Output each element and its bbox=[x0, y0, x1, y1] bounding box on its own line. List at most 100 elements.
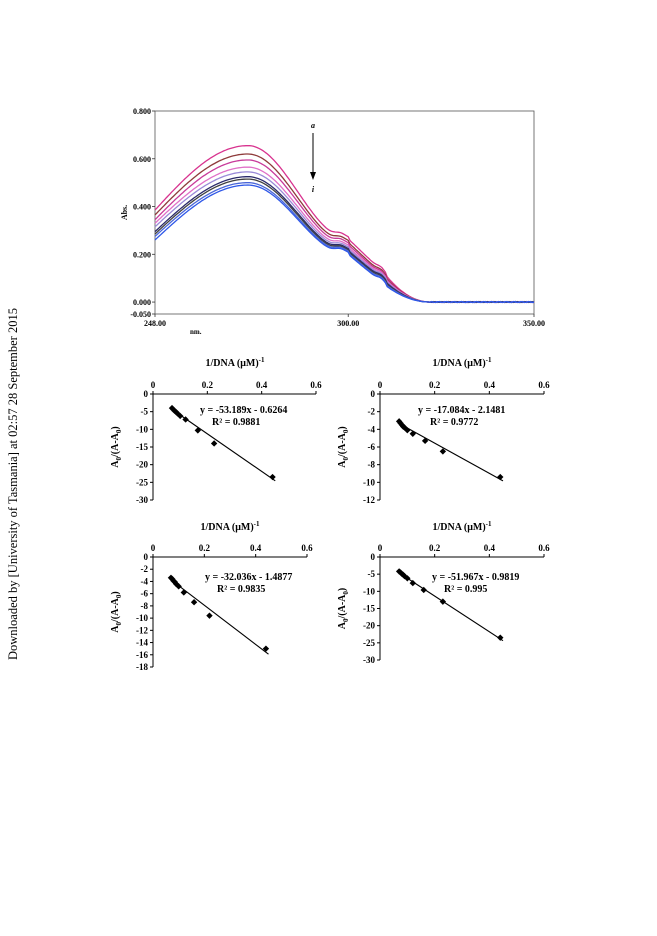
x-tick-label: 0.2 bbox=[202, 380, 214, 390]
data-point bbox=[262, 645, 270, 652]
annotation-a: a bbox=[311, 121, 315, 130]
x-tick-label: 0 bbox=[378, 543, 383, 553]
fit-r-squared: R² = 0.995 bbox=[444, 584, 487, 595]
data-point bbox=[194, 427, 202, 434]
y-tick-label: -8 bbox=[368, 460, 376, 470]
x-tick-label: 0.6 bbox=[538, 380, 550, 390]
y-tick-label: -10 bbox=[136, 613, 148, 623]
y-tick-label: -25 bbox=[136, 477, 148, 487]
y-tick-label: -25 bbox=[363, 638, 375, 648]
y-tick-label: -5 bbox=[368, 569, 376, 579]
x-axis-label: 1/DNA (μM)-1 bbox=[200, 520, 260, 533]
x-axis-label: nm. bbox=[190, 328, 202, 336]
x-tick-label: 0 bbox=[151, 543, 156, 553]
x-tick-label: 0.2 bbox=[429, 543, 441, 553]
y-axis-label: A0/(A-A0) bbox=[337, 588, 350, 629]
y-tick-label: -30 bbox=[363, 655, 375, 665]
y-axis-label: Abs. bbox=[120, 205, 129, 220]
spectrum-line-9 bbox=[154, 184, 535, 304]
x-axis-label: 1/DNA (μM)-1 bbox=[432, 520, 492, 533]
data-point bbox=[190, 599, 198, 606]
trend-line bbox=[170, 579, 269, 655]
x-tick-label: 248.00 bbox=[144, 319, 166, 328]
data-point bbox=[182, 416, 189, 423]
data-point bbox=[404, 427, 411, 434]
y-tick-label: -20 bbox=[363, 621, 375, 631]
y-tick-label: -2 bbox=[368, 407, 376, 417]
fit-equation: y = -53.189x - 0.6264 bbox=[200, 405, 287, 416]
data-point bbox=[206, 612, 213, 619]
fit-r-squared: R² = 0.9835 bbox=[217, 584, 265, 595]
y-tick-label: -16 bbox=[136, 650, 148, 660]
y-tick-label: -5 bbox=[141, 407, 149, 417]
x-tick-label: 300.00 bbox=[337, 319, 359, 328]
y-tick-label: -12 bbox=[363, 495, 375, 505]
fit-r-squared: R² = 0.9772 bbox=[430, 417, 478, 428]
x-axis-label: 1/DNA (μM)-1 bbox=[205, 356, 265, 369]
annotation-i: i bbox=[312, 185, 315, 194]
y-tick-label: -15 bbox=[136, 442, 148, 452]
y-tick-label: -12 bbox=[136, 625, 148, 635]
y-tick-label: -6 bbox=[368, 442, 376, 452]
trend-line bbox=[398, 572, 504, 642]
data-point bbox=[404, 575, 411, 582]
fit-equation: y = -51.967x - 0.9819 bbox=[432, 572, 519, 583]
y-tick-label: 0 bbox=[371, 552, 376, 562]
y-tick-label: -18 bbox=[136, 662, 148, 672]
data-point bbox=[421, 437, 429, 445]
y-axis-label: A0/(A-A0) bbox=[110, 426, 123, 467]
x-tick-label: 0.6 bbox=[301, 543, 313, 553]
y-tick-label: -20 bbox=[136, 460, 148, 470]
y-tick-label: -10 bbox=[363, 586, 375, 596]
x-tick-label: 0.6 bbox=[538, 543, 550, 553]
y-tick-label: -10 bbox=[363, 477, 375, 487]
data-point bbox=[439, 448, 447, 455]
data-point bbox=[180, 589, 187, 596]
plot-frame bbox=[154, 110, 535, 315]
arrow-head bbox=[310, 172, 316, 180]
y-tick-label: 0.200 bbox=[133, 250, 151, 259]
trend-line bbox=[171, 408, 276, 482]
trend-line bbox=[398, 423, 504, 482]
x-tick-label: 0.4 bbox=[484, 543, 496, 553]
y-tick-label: 0 bbox=[144, 389, 149, 399]
data-point bbox=[497, 634, 504, 641]
y-tick-label: 0.400 bbox=[133, 203, 151, 212]
x-tick-label: 0 bbox=[151, 380, 156, 390]
data-point bbox=[439, 598, 447, 605]
y-tick-label: -4 bbox=[368, 424, 376, 434]
x-tick-label: 0.2 bbox=[429, 380, 441, 390]
y-tick-label: 0.800 bbox=[133, 107, 151, 116]
data-point bbox=[210, 440, 218, 447]
y-tick-label: -8 bbox=[141, 601, 149, 611]
y-tick-label: -30 bbox=[136, 495, 148, 505]
x-tick-label: 0.2 bbox=[199, 543, 211, 553]
data-point bbox=[176, 412, 184, 420]
y-axis-label: A0/(A-A0) bbox=[110, 591, 123, 632]
y-tick-label: -15 bbox=[363, 604, 375, 614]
y-tick-label: -10 bbox=[136, 424, 148, 434]
y-tick-label: -2 bbox=[141, 564, 149, 574]
x-tick-label: 0 bbox=[378, 380, 383, 390]
y-tick-label: 0 bbox=[144, 552, 149, 562]
y-tick-label: 0 bbox=[371, 389, 376, 399]
data-point bbox=[175, 583, 182, 590]
data-point bbox=[409, 430, 416, 437]
data-point bbox=[409, 579, 416, 587]
y-tick-label: 0.000 bbox=[133, 298, 151, 307]
fit-equation: y = -17.084x - 2.1481 bbox=[418, 405, 505, 416]
y-tick-label: -0.050 bbox=[130, 310, 151, 319]
x-tick-label: 0.4 bbox=[484, 380, 496, 390]
uv-spectrum-chart: -0.050 0.000 0.200 0.400 0.600 0.800 248.00 300… bbox=[120, 107, 545, 336]
data-point bbox=[497, 473, 504, 481]
x-axis-label: 1/DNA (μM)-1 bbox=[432, 356, 492, 369]
y-tick-label: -14 bbox=[136, 638, 148, 648]
x-tick-label: 350.00 bbox=[523, 319, 545, 328]
data-point bbox=[269, 473, 276, 481]
fit-r-squared: R² = 0.9881 bbox=[212, 417, 260, 428]
x-tick-label: 0.4 bbox=[250, 543, 262, 553]
